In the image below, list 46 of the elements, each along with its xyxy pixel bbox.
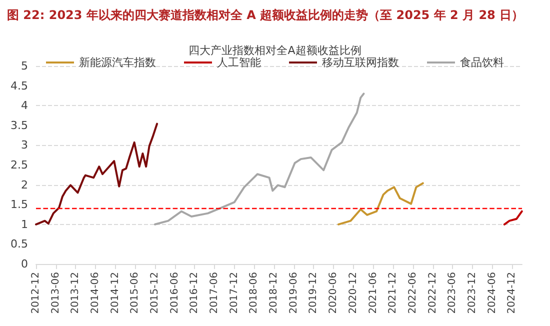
x-tick-label: 2012-12 xyxy=(30,272,42,314)
legend-label: 人工智能 xyxy=(217,56,261,69)
x-tick-label: 2020-12 xyxy=(348,272,359,314)
x-tick-label: 2023-12 xyxy=(466,272,478,314)
x-tick-label: 2023-06 xyxy=(447,272,458,314)
x-tick-label: 2017-06 xyxy=(209,272,220,314)
x-tick-label: 2018-12 xyxy=(268,272,280,314)
y-tick-label: 0 xyxy=(21,258,28,270)
legend-label: 移动互联网指数 xyxy=(322,56,399,69)
x-tick-label: 2021-06 xyxy=(368,272,379,314)
x-tick-label: 2024-06 xyxy=(486,272,498,314)
x-tick-label: 2021-12 xyxy=(388,272,399,314)
y-tick-label: 4 xyxy=(21,99,28,112)
line-series xyxy=(503,210,523,226)
y-tick-label: 1 xyxy=(21,218,28,231)
x-tick-label: 2022-12 xyxy=(427,272,438,314)
x-tick-label: 2015-06 xyxy=(130,272,141,314)
x-tick-label: 2016-06 xyxy=(169,272,180,314)
y-tick-label: 3.5 xyxy=(10,118,28,132)
x-tick-label: 2018-06 xyxy=(248,272,260,314)
legend-label: 新能源汽车指数 xyxy=(79,56,156,69)
y-tick-label: 4.5 xyxy=(10,79,28,92)
y-tick-label: 2 xyxy=(21,178,28,192)
x-tick-label: 2019-12 xyxy=(308,272,320,314)
x-tick-label: 2013-06 xyxy=(50,272,62,314)
x-tick-label: 2015-12 xyxy=(149,272,160,314)
x-tick-label: 2022-06 xyxy=(407,272,418,314)
y-tick-label: 5 xyxy=(21,60,28,72)
chart-title: 图 22: 2023 年以来的四大赛道指数相对全 A 超额收益比例的走势（至 2025 年 2 月 28 日） xyxy=(7,8,524,22)
y-tick-label: 0.5 xyxy=(10,238,28,251)
chart-subtitle: 四大产业指数相对全A超额收益比例 xyxy=(188,44,362,57)
x-tick-label: 2020-06 xyxy=(328,272,340,314)
x-tick-label: 2014-06 xyxy=(90,272,101,314)
y-tick-label: 3 xyxy=(21,138,28,152)
x-tick-label: 2019-06 xyxy=(288,272,300,314)
x-tick-label: 2014-12 xyxy=(110,272,121,314)
x-tick-label: 2013-12 xyxy=(70,272,82,314)
x-tick-label: 2017-12 xyxy=(228,272,240,314)
y-tick-label: 1.5 xyxy=(10,198,28,212)
x-tick-label: 2016-12 xyxy=(189,272,200,314)
line-series xyxy=(337,182,424,226)
x-tick-label: 2024-12 xyxy=(506,272,518,314)
line-series xyxy=(154,92,365,226)
line-series xyxy=(35,122,158,226)
y-tick-label: 2.5 xyxy=(10,158,28,172)
legend-label: 食品饮料 xyxy=(460,56,504,69)
